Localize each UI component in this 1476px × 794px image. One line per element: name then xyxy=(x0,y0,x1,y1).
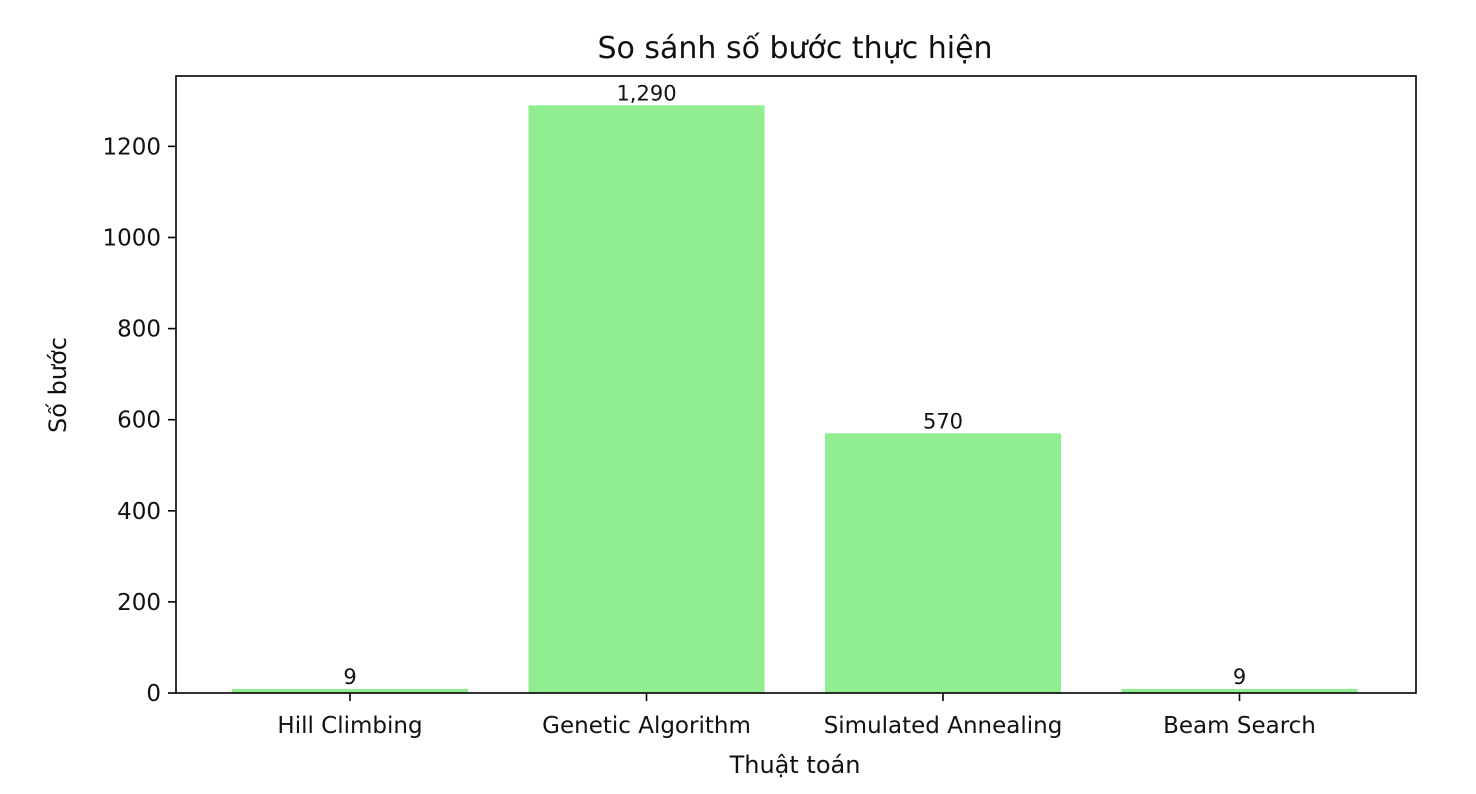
bar-value-label: 570 xyxy=(923,409,963,433)
x-tick-label: Hill Climbing xyxy=(277,713,422,739)
y-tick-label: 200 xyxy=(117,590,161,616)
y-tick-label: 800 xyxy=(117,317,161,343)
y-tick-label: 0 xyxy=(146,681,161,707)
bar-hill-climbing xyxy=(232,688,468,693)
y-tick-label: 1200 xyxy=(102,134,161,160)
x-axis-label: Thuật toán xyxy=(729,751,861,779)
y-axis-ticks: 0 200 400 600 800 1000 1200 xyxy=(102,134,176,707)
x-tick-label: Genetic Algorithm xyxy=(542,713,751,739)
bar-value-label: 9 xyxy=(343,665,356,689)
y-tick-label: 600 xyxy=(117,408,161,434)
chart-title: So sánh số bước thực hiện xyxy=(597,31,992,66)
plot-area-frame xyxy=(175,75,1417,694)
x-axis-ticks: Hill Climbing Genetic Algorithm Simulated … xyxy=(277,693,1316,739)
bar-value-label: 9 xyxy=(1233,665,1246,689)
y-tick-label: 1000 xyxy=(102,225,161,251)
bar-value-labels: 9 1,290 570 9 xyxy=(343,81,1246,689)
y-tick-label: 400 xyxy=(117,499,161,525)
bars-group xyxy=(232,105,1358,693)
x-tick-label: Beam Search xyxy=(1163,713,1316,739)
bar-genetic-algorithm xyxy=(528,105,765,693)
y-axis-label: Số bước xyxy=(44,337,72,433)
bar-simulated-annealing xyxy=(825,433,1061,693)
x-tick-label: Simulated Annealing xyxy=(824,713,1063,739)
bar-value-label: 1,290 xyxy=(616,81,676,105)
bar-beam-search xyxy=(1121,688,1358,693)
